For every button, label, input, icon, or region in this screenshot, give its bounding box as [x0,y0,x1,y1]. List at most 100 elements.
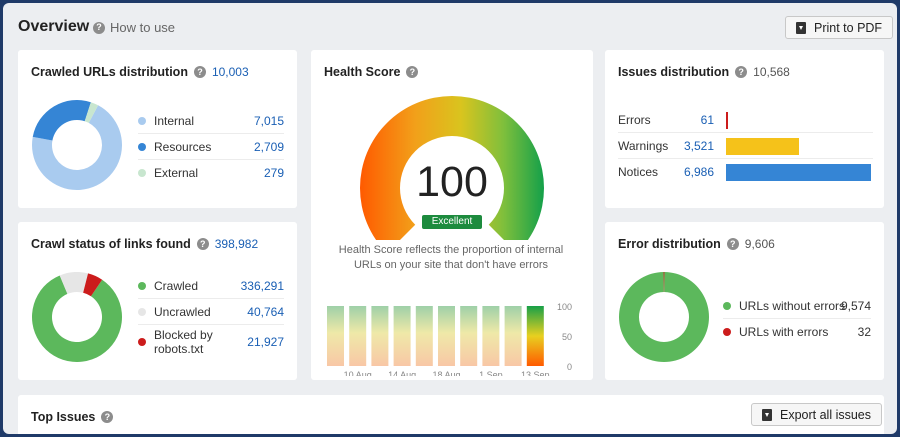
help-icon[interactable]: ? [406,66,419,78]
help-icon[interactable]: ? [101,411,114,423]
legend-value[interactable]: 336,291 [240,278,284,293]
donut-slice[interactable] [663,272,665,293]
issue-value[interactable]: 6,986 [683,165,714,179]
crawl-status-total[interactable]: 398,982 [214,237,259,251]
print-to-pdf-button[interactable]: Print to PDF [785,16,894,39]
crawl-status-title-text: Crawl status of links found [31,237,191,251]
error-distribution-title: Error distribution ? 9,606 [618,237,775,251]
health-score-title-text: Health Score [324,65,401,79]
legend-label-line: robots.txt [154,342,204,356]
legend-item[interactable]: URLs with errors 32 [723,319,871,345]
legend-label: Internal [154,113,195,128]
donut-slice[interactable] [619,272,709,362]
page-header: Overview ? How to use Print to PDF [3,3,897,51]
help-icon[interactable]: ? [193,66,206,78]
legend-label: Crawled [154,278,199,293]
legend-value[interactable]: 9,574 [840,298,871,313]
issue-row[interactable]: Errors 61 [618,107,873,133]
crawled-urls-donut [32,100,122,190]
issue-value[interactable]: 3,521 [683,138,714,153]
crawled-urls-title-text: Crawled URLs distribution [31,65,188,79]
donut-slice[interactable] [32,105,122,190]
help-icon[interactable]: ? [726,238,739,250]
history-bar[interactable] [393,306,411,366]
health-score-gauge [360,96,544,240]
legend-dot-icon [723,301,731,310]
issues-distribution-title: Issues distribution ? 10,568 [618,65,790,79]
legend-item[interactable]: Crawled 336,291 [138,273,284,299]
x-tick-label: 13 Sep [521,370,550,376]
how-to-use-link[interactable]: ? How to use [93,20,175,35]
issues-distribution-title-text: Issues distribution [618,65,730,79]
error-distribution-legend: URLs without errors 9,574 URLs with errors… [723,293,871,345]
legend-value[interactable]: 40,764 [247,304,284,319]
donut-slice[interactable] [59,272,89,294]
legend-value[interactable]: 32 [857,325,871,339]
legend-item[interactable]: Internal 7,015 [138,108,284,134]
issue-value[interactable]: 61 [700,112,714,127]
legend-value[interactable]: 279 [263,166,284,180]
crawl-status-card: Crawl status of links found ? 398,982 Cr… [18,222,297,380]
help-icon: ? [93,21,105,34]
donut-slice[interactable] [32,275,122,362]
crawled-urls-card: Crawled URLs distribution ? 10,003 Inter… [18,50,297,208]
crawled-urls-legend: Internal 7,015 Resources 2,709 External 279 [138,108,284,186]
health-score-description-line: Health Score reflects the proportion of … [338,244,564,256]
legend-label: Uncrawled [154,304,211,319]
export-all-issues-label: Export all issues [780,407,872,422]
history-bar[interactable] [438,306,455,366]
export-all-issues-button[interactable]: Export all issues [751,403,883,426]
legend-item[interactable]: URLs without errors 9,574 [723,293,871,319]
crawled-urls-total[interactable]: 10,003 [211,65,249,79]
top-issues-title-text: Top Issues [31,410,96,424]
history-bar[interactable] [371,306,389,366]
issues-bars: Errors 61 Warnings 3,521 Notices 6,986 [618,107,873,185]
legend-item[interactable]: External 279 [138,160,284,186]
crawl-status-title: Crawl status of links found ? 398,982 [31,237,258,251]
donut-slice[interactable] [83,273,103,297]
donut-slice[interactable] [32,100,91,141]
issue-label: Notices [618,165,659,179]
history-bar[interactable] [482,306,500,366]
y-tick-label: 50 [562,332,572,342]
legend-value[interactable]: 2,709 [253,139,284,154]
legend-label-line: Blocked by [154,328,213,342]
history-bar[interactable] [327,306,344,366]
legend-item[interactable]: Blocked by robots.txt 21,927 [138,325,284,359]
history-bar[interactable] [526,306,544,366]
issue-row[interactable]: Warnings 3,521 [618,133,873,159]
help-icon[interactable]: ? [196,238,209,250]
health-score-value: 100 [416,158,488,206]
x-tick-label: 14 Aug [388,370,416,376]
legend-dot-icon [138,338,146,346]
top-issues-card: Top Issues ? Export all issues [18,395,884,434]
page-title: Overview [18,18,90,35]
legend-value[interactable]: 21,927 [247,335,284,349]
issue-bar [726,138,800,155]
health-score-card: Health Score ? 100 Excellent Health Scor… [311,50,593,380]
help-icon[interactable]: ? [735,66,748,78]
legend-label: External [154,166,199,180]
legend-item[interactable]: Resources 2,709 [138,134,284,160]
history-bar[interactable] [460,306,478,366]
issue-label: Errors [618,112,651,127]
legend-value[interactable]: 7,015 [253,113,284,128]
legend-label: URLs without errors [739,298,846,313]
legend-item[interactable]: Uncrawled 40,764 [138,299,284,325]
y-tick-label: 0 [567,362,572,372]
issue-label: Warnings [618,138,669,153]
history-bar[interactable] [349,306,367,366]
issue-bar [726,112,728,129]
y-tick-label: 100 [557,302,572,312]
donut-slice[interactable] [84,102,99,123]
error-distribution-card: Error distribution ? 9,606 URLs without … [605,222,884,380]
history-bar[interactable] [504,306,522,366]
issues-distribution-total: 10,568 [753,65,790,79]
error-distribution-title-text: Error distribution [618,237,721,251]
history-bar[interactable] [415,306,433,366]
issue-row[interactable]: Notices 6,986 [618,159,873,185]
legend-dot-icon [138,116,146,125]
health-score-title: Health Score ? [324,65,419,79]
print-to-pdf-label: Print to PDF [814,20,883,35]
health-score-badge: Excellent [422,215,482,229]
